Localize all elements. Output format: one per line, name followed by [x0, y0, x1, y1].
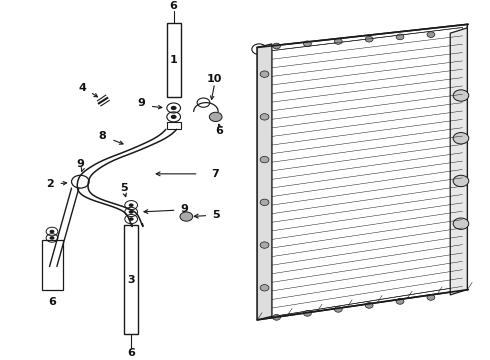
- Text: 2: 2: [46, 179, 53, 189]
- Circle shape: [453, 132, 469, 144]
- Text: 3: 3: [127, 275, 135, 285]
- Circle shape: [171, 106, 176, 110]
- Circle shape: [453, 218, 469, 229]
- Circle shape: [129, 210, 134, 214]
- Circle shape: [129, 203, 134, 207]
- Text: 1: 1: [170, 55, 177, 65]
- Circle shape: [260, 71, 269, 77]
- Circle shape: [334, 306, 342, 312]
- Text: 9: 9: [137, 98, 145, 108]
- Circle shape: [180, 212, 193, 221]
- Circle shape: [334, 39, 342, 44]
- Circle shape: [427, 32, 435, 37]
- Circle shape: [260, 114, 269, 120]
- Circle shape: [260, 285, 269, 291]
- Circle shape: [365, 36, 373, 42]
- Circle shape: [453, 175, 469, 187]
- Circle shape: [49, 230, 54, 233]
- Text: 10: 10: [207, 75, 222, 85]
- Circle shape: [303, 311, 311, 316]
- Text: 8: 8: [98, 131, 106, 141]
- Text: 4: 4: [79, 84, 87, 93]
- Circle shape: [171, 115, 176, 119]
- Text: 6: 6: [170, 1, 177, 12]
- Circle shape: [272, 43, 280, 49]
- Circle shape: [396, 34, 404, 40]
- Circle shape: [272, 315, 280, 320]
- Polygon shape: [257, 44, 272, 320]
- Circle shape: [427, 294, 435, 300]
- Circle shape: [260, 199, 269, 206]
- Text: 5: 5: [121, 183, 128, 193]
- Text: 9: 9: [76, 159, 84, 169]
- Circle shape: [129, 217, 134, 221]
- Text: 5: 5: [212, 210, 220, 220]
- Circle shape: [396, 298, 404, 304]
- Circle shape: [453, 90, 469, 101]
- Text: 6: 6: [216, 126, 223, 136]
- Circle shape: [49, 236, 54, 240]
- Text: 6: 6: [48, 297, 56, 307]
- Circle shape: [260, 242, 269, 248]
- Circle shape: [260, 156, 269, 163]
- Text: 6: 6: [127, 348, 135, 358]
- Text: 7: 7: [211, 169, 219, 179]
- Circle shape: [209, 112, 222, 122]
- Circle shape: [365, 302, 373, 308]
- Circle shape: [303, 41, 311, 46]
- Text: 9: 9: [180, 204, 188, 215]
- Polygon shape: [450, 28, 467, 295]
